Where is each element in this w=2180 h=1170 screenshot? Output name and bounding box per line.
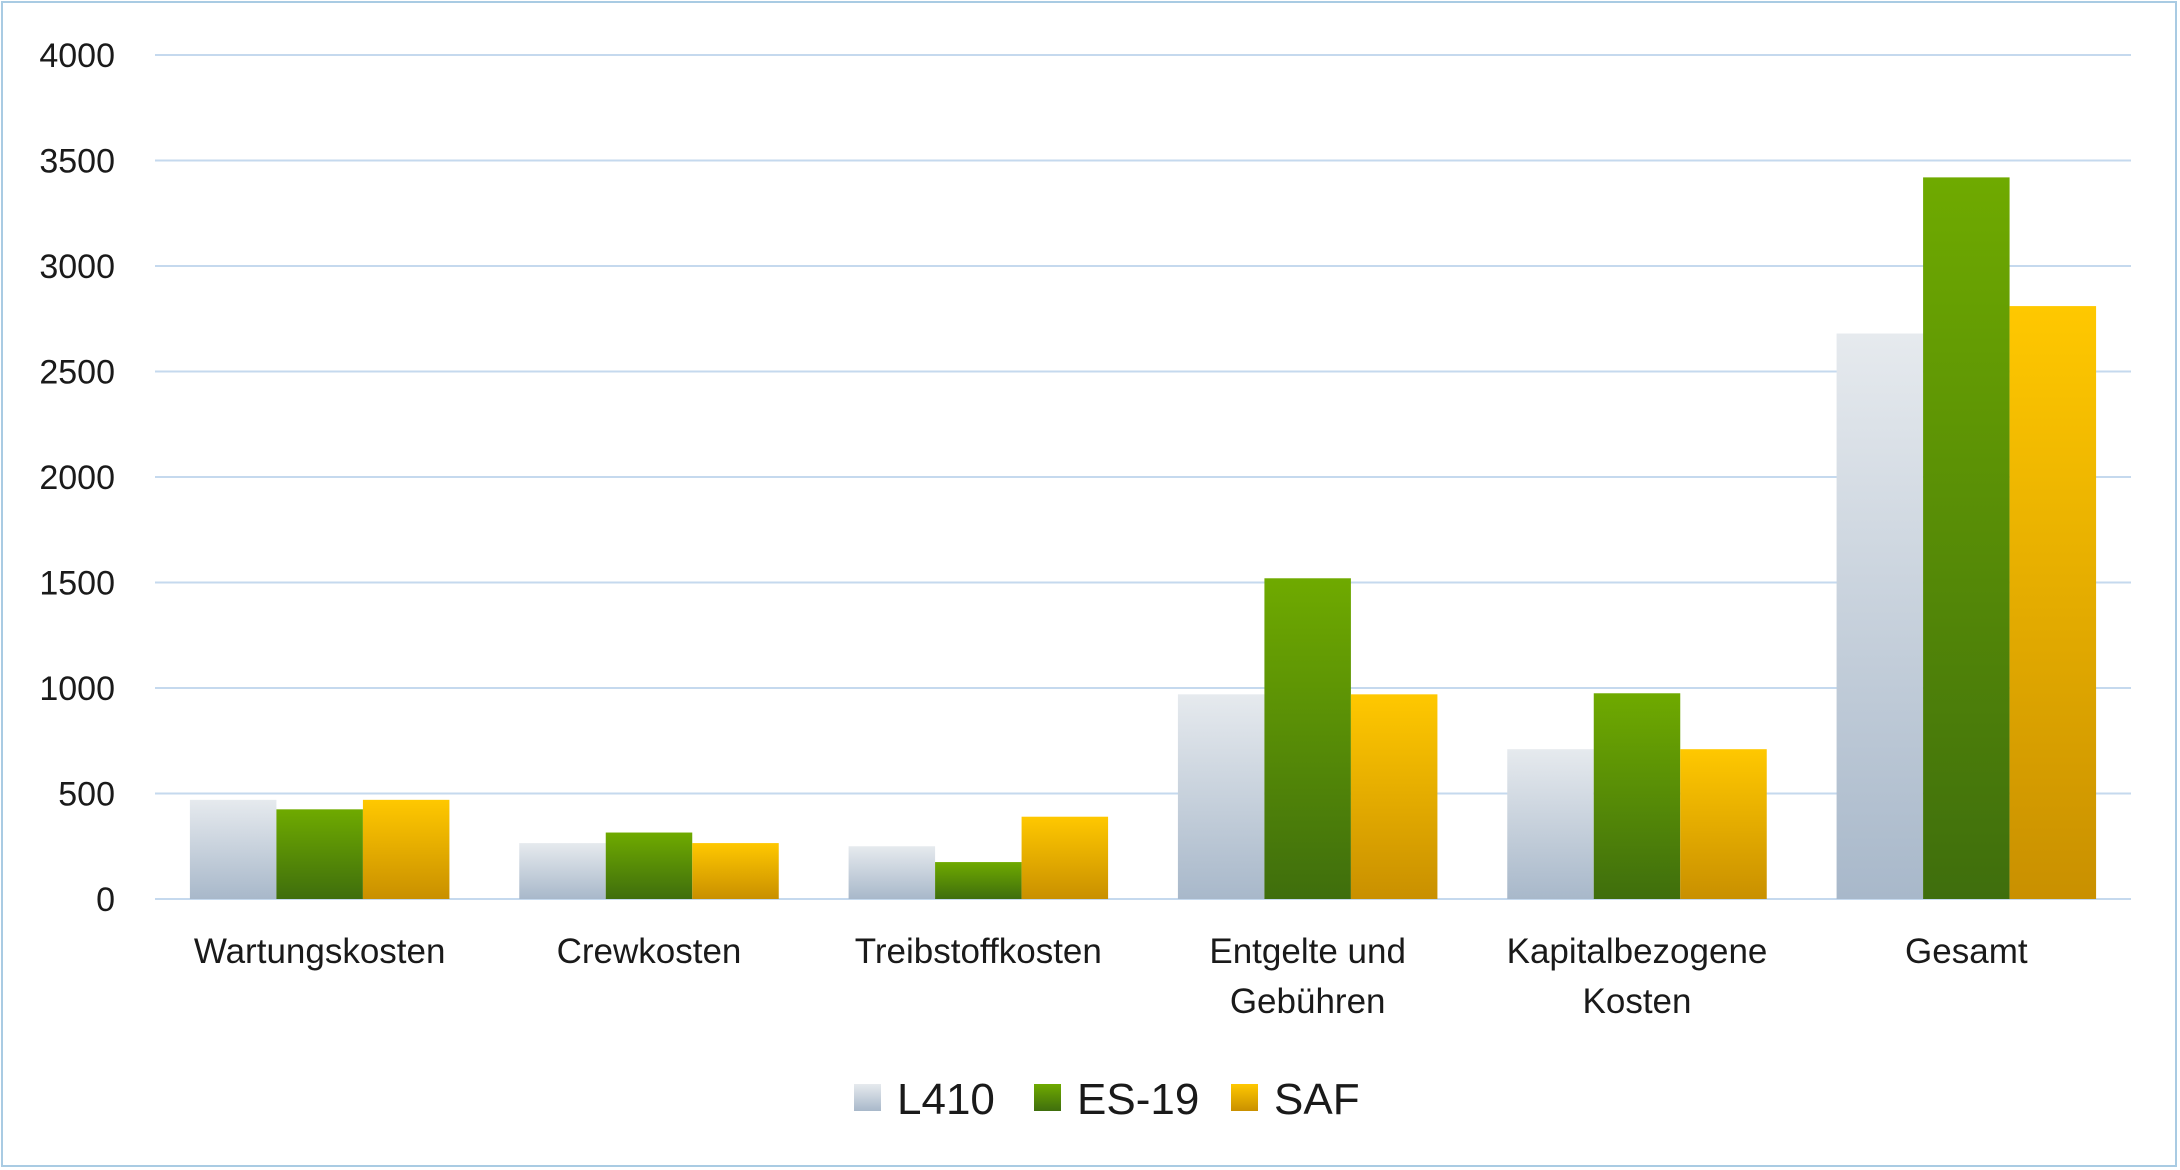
bar-l410-kapitalbezogene-kosten [1507,749,1594,899]
bar-saf-kapitalbezogene-kosten [1680,749,1767,899]
legend-label-saf: SAF [1274,1075,1360,1124]
y-tick-label: 2500 [39,354,115,392]
bar-saf-crewkosten [692,843,779,899]
legend-label-es-19: ES-19 [1077,1075,1199,1124]
x-axis-category-labels: Wartungskosten Crewkosten Treibstoffkosten… [194,932,2028,1021]
bar-l410-wartungskosten [189,799,277,899]
legend-swatch-saf [1231,1084,1258,1111]
legend: L410 ES-19 SAF [854,1075,1360,1124]
y-tick-label: 0 [96,881,115,919]
bar-es-19-gesamt [1923,177,2010,899]
x-category-label: Crewkosten [557,932,742,971]
bar-saf-entgelte-und-geb-hren [1350,694,1438,899]
bar-es-19-wartungskosten [276,809,363,899]
legend-swatch-es-19 [1034,1084,1061,1111]
bar-saf-treibstoffkosten [1021,816,1109,899]
bar-l410-treibstoffkosten [848,846,936,899]
y-tick-label: 3000 [39,248,115,286]
y-tick-label: 4000 [39,37,115,75]
x-category-label: Gesamt [1905,932,2028,971]
bars [189,177,2097,900]
legend-swatch-l410 [854,1084,881,1111]
bar-saf-gesamt [2009,306,2097,900]
legend-label-l410: L410 [897,1075,995,1124]
bar-es-19-entgelte-und-geb-hren [1264,578,1351,899]
bar-saf-wartungskosten [362,799,450,899]
x-category-label: Treibstoffkosten [855,932,1102,971]
x-category-label: Kapitalbezogene Kosten [1507,932,1768,1021]
bar-es-19-crewkosten [605,832,693,899]
y-tick-label: 500 [58,776,115,814]
bar-chart: 0 500 1000 1500 2000 2500 3000 3500 4000 Wartung… [39,37,2131,1124]
bar-es-19-kapitalbezogene-kosten [1593,693,1681,899]
gridlines [155,54,2131,900]
y-axis-tick-labels: 0 500 1000 1500 2000 2500 3000 3500 4000 [39,37,115,919]
bar-l410-gesamt [1836,333,1924,899]
y-tick-label: 3500 [39,143,115,181]
bar-l410-entgelte-und-geb-hren [1177,694,1265,899]
bar-l410-crewkosten [519,843,606,899]
y-tick-label: 2000 [39,459,115,497]
x-category-label: Wartungskosten [194,932,446,971]
bar-es-19-treibstoffkosten [935,862,1022,899]
y-tick-label: 1000 [39,670,115,708]
x-category-label: Entgelte und Gebühren [1209,932,1406,1021]
y-tick-label: 1500 [39,565,115,603]
